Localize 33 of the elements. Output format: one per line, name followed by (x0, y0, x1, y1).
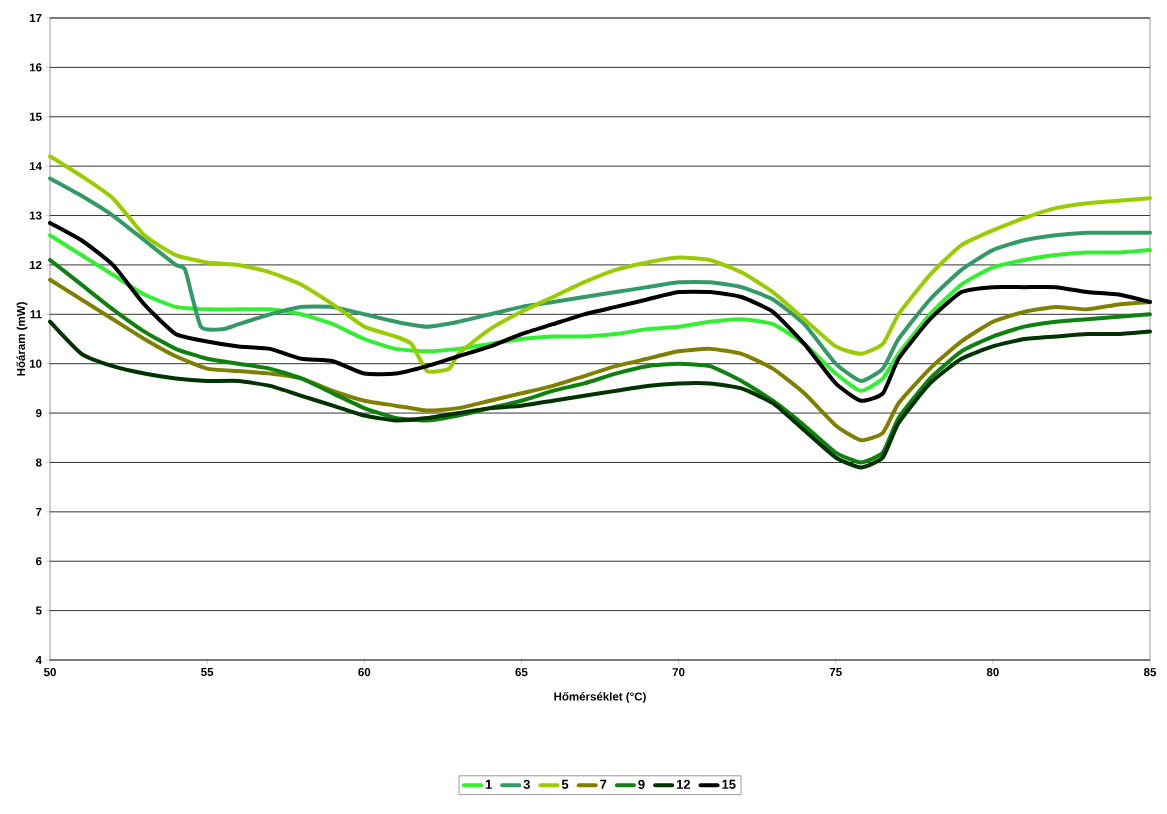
line-series (48, 319, 1152, 470)
legend-label: 12 (676, 779, 691, 789)
x-tick-label: 65 (515, 668, 528, 677)
x-tick-label: 60 (358, 668, 371, 677)
y-tick-label: 15 (29, 112, 42, 121)
y-tick-label: 16 (29, 63, 42, 72)
x-axis-title: Hőmérséklet (°C) (554, 692, 646, 703)
legend-label: 5 (561, 779, 569, 789)
y-tick-label: 12 (29, 260, 42, 269)
y-tick-label: 5 (35, 606, 42, 615)
y-tick-label: 13 (29, 211, 42, 220)
y-tick-label: 6 (35, 557, 42, 566)
y-tick-label: 9 (35, 409, 42, 418)
x-tick-label: 55 (201, 668, 214, 677)
y-tick-label: 17 (29, 14, 42, 22)
y-tick-label: 8 (35, 458, 42, 467)
x-tick-label: 75 (829, 668, 842, 677)
line-series (48, 257, 1152, 465)
y-tick-label: 11 (30, 310, 42, 319)
x-tick-label: 85 (1143, 668, 1157, 677)
y-tick-label: 10 (29, 359, 42, 368)
x-tick-label: 70 (672, 668, 685, 677)
y-tick-label: 14 (29, 162, 42, 171)
x-tick-label: 50 (43, 668, 56, 677)
legend-label: 9 (638, 779, 645, 789)
legend-label: 7 (600, 779, 607, 789)
legend-label: 15 (722, 779, 736, 789)
y-tick-label: 4 (35, 656, 42, 664)
legend-label: 1 (485, 779, 492, 789)
y-axis-title: Hőáram (mW) (16, 302, 28, 376)
y-tick-label: 7 (36, 507, 42, 516)
legend-label: 3 (523, 779, 530, 790)
x-tick-label: 80 (986, 668, 999, 677)
